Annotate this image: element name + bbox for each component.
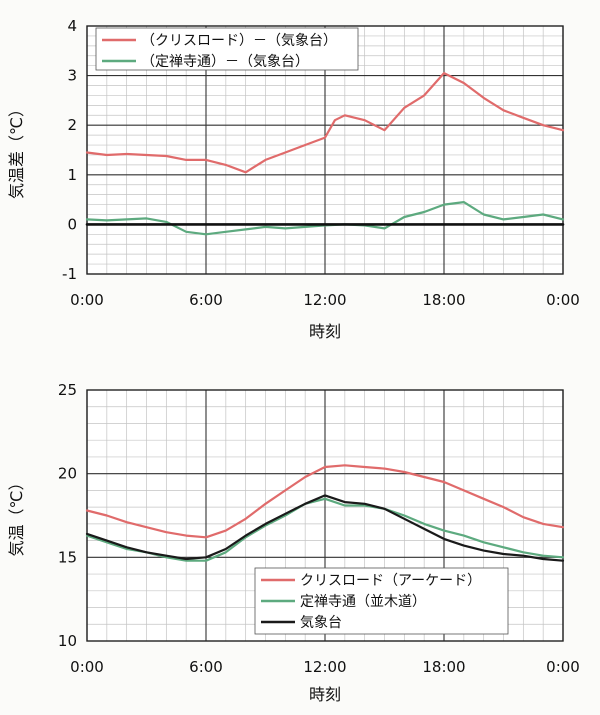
x-tick-label: 18:00 bbox=[422, 658, 465, 676]
legend-label: （クリスロード）－（気象台） bbox=[141, 33, 337, 49]
x-tick-label: 0:00 bbox=[546, 658, 580, 676]
x-tick-label: 0:00 bbox=[70, 658, 104, 676]
legend-label: 気象台 bbox=[300, 615, 342, 631]
series-line-1 bbox=[85, 71, 565, 174]
x-axis-title: 時刻 bbox=[309, 685, 341, 704]
legend-box bbox=[95, 27, 359, 71]
legend-label: （定禅寺通）－（気象台） bbox=[141, 54, 309, 70]
x-tick-label: 12:00 bbox=[303, 658, 346, 676]
x-tick-label: 0:00 bbox=[70, 291, 104, 309]
y-axis-title: 気温（℃） bbox=[7, 475, 26, 557]
y-tick-label: 1 bbox=[67, 166, 77, 184]
x-tick-label: 0:00 bbox=[546, 291, 580, 309]
legend-label: 定禅寺通（並木道） bbox=[300, 594, 426, 610]
y-tick-label: 25 bbox=[58, 381, 77, 399]
chart-2: 10 15 20 25 0:00 6:00 12:00 18:00 0:00 時刻 気温（℃） クリス… bbox=[7, 381, 580, 704]
x-tick-label: 12:00 bbox=[303, 291, 346, 309]
x-tick-label: 6:00 bbox=[189, 291, 223, 309]
series-line-3 bbox=[85, 494, 565, 562]
y-tick-label: 2 bbox=[67, 116, 77, 134]
series-line-1 bbox=[85, 464, 565, 539]
x-axis-title: 時刻 bbox=[309, 322, 341, 341]
y-tick-label: 20 bbox=[58, 465, 77, 483]
series-line-2 bbox=[85, 497, 565, 562]
legend-label: クリスロード（アーケード） bbox=[300, 573, 481, 589]
y-tick-label: 0 bbox=[67, 215, 77, 233]
y-tick-label: 15 bbox=[58, 548, 77, 566]
y-axis-title: 気温差（℃） bbox=[7, 101, 26, 199]
chart-1: -1 0 1 2 3 4 0:00 6:00 12:00 18:00 0:00 時刻 気温差（℃） （クリ… bbox=[7, 17, 580, 341]
plot-frame bbox=[86, 25, 564, 275]
legend: （クリスロード）－（気象台） （定禅寺通）－（気象台） bbox=[95, 27, 359, 71]
legend-box bbox=[254, 567, 509, 635]
y-tick-label: -1 bbox=[62, 265, 77, 283]
plot-frame bbox=[86, 389, 564, 642]
x-tick-label: 18:00 bbox=[422, 291, 465, 309]
legend: クリスロード（アーケード） 定禅寺通（並木道） 気象台 bbox=[254, 567, 509, 635]
y-tick-label: 4 bbox=[67, 17, 77, 35]
x-tick-label: 6:00 bbox=[189, 658, 223, 676]
y-tick-label: 3 bbox=[67, 67, 77, 85]
y-tick-label: 10 bbox=[58, 632, 77, 650]
